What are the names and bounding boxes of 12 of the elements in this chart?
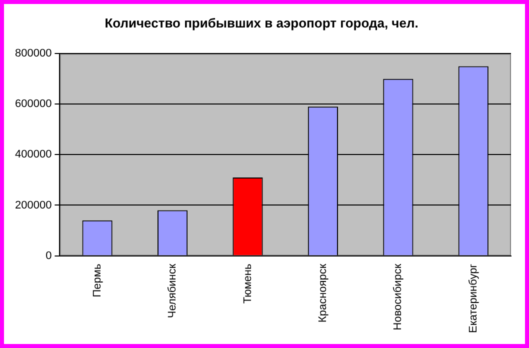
x-tick-label: Челябинск: [166, 264, 179, 318]
y-tick-label: 600000: [14, 98, 52, 110]
y-tick-label: 0: [46, 250, 52, 262]
x-tick-label: Тюмень: [242, 264, 254, 304]
y-tick-label: 200000: [14, 199, 52, 212]
x-tick-label: Пермь: [91, 264, 104, 298]
y-tick-label: 800000: [14, 48, 52, 60]
x-tick-label: Екатеринбург: [467, 264, 480, 333]
x-tick-label: Новосибирск: [392, 264, 404, 330]
y-tick-label: 400000: [14, 148, 52, 161]
x-tick-label: Красноярск: [316, 264, 329, 323]
chart-title: Количество прибывших в аэропорт города, чел.: [104, 15, 418, 30]
